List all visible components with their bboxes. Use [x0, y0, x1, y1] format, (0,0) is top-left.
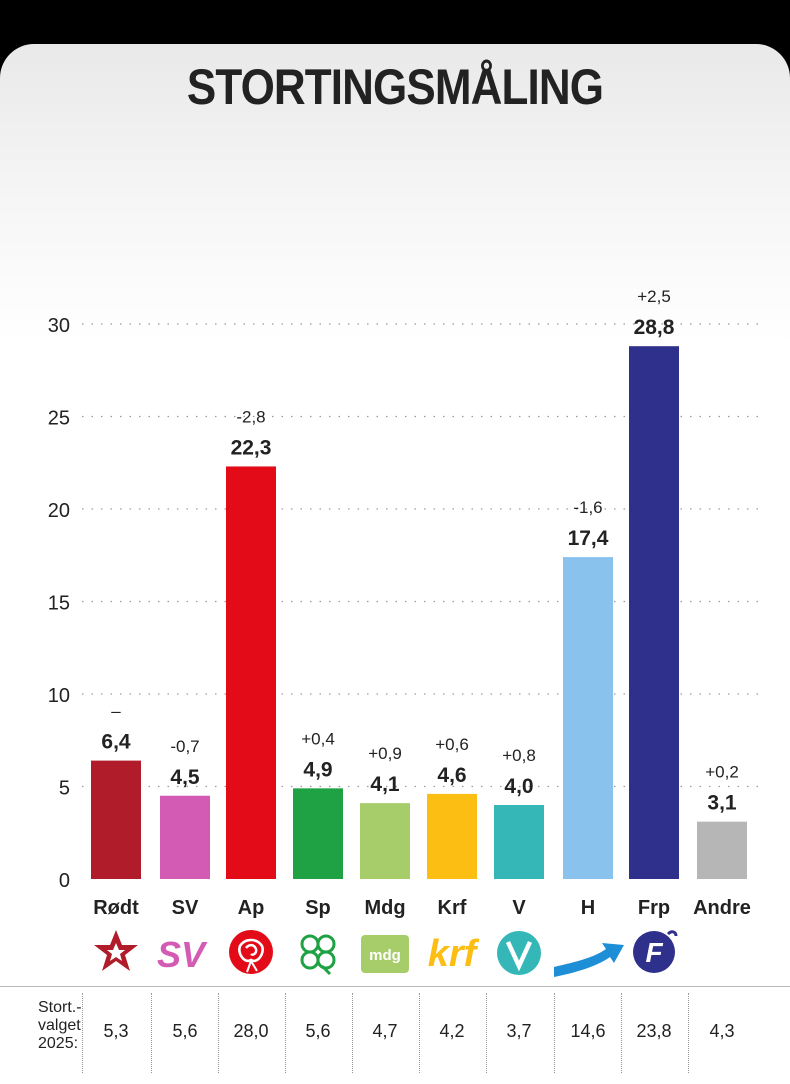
krf-logo-icon: krf	[428, 933, 480, 975]
clover-icon	[300, 934, 336, 976]
bars	[91, 346, 747, 879]
change-label: -1,6	[573, 498, 602, 517]
y-tick-label: 20	[48, 500, 70, 522]
value-label: 4,0	[504, 775, 533, 798]
change-label: -0,7	[170, 737, 199, 756]
h-arrow-icon	[554, 943, 624, 977]
column-separator	[82, 993, 83, 1073]
column-separator	[218, 993, 219, 1073]
bar-rødt	[91, 760, 141, 879]
election-value: 28,0	[233, 1021, 269, 1041]
election-value: 4,2	[439, 1021, 465, 1041]
election-value: 5,6	[305, 1021, 331, 1041]
election-value: 3,7	[506, 1021, 532, 1041]
y-tick-label: 25	[48, 408, 70, 430]
y-tick-label: 10	[48, 685, 70, 707]
bar-andre	[697, 821, 747, 879]
bar-chart: 0 5 10 15 20 25 30 6,4 – 4,5 -0,7 22,3 -2,8 4,9 +0,4 4…	[48, 287, 760, 977]
election-results-row: Stort.- valget 2025: 5,3 5,6 28,0 5,6 4,7 4,2…	[0, 986, 790, 1084]
election-value: 14,6	[570, 1021, 606, 1041]
mdg-logo-icon: mdg	[361, 935, 409, 973]
change-label: +0,2	[705, 763, 739, 782]
v-logo-icon	[497, 931, 541, 975]
party-label: V	[512, 897, 526, 919]
column-separator	[351, 993, 353, 1073]
value-label: 4,9	[303, 758, 332, 781]
sv-logo-icon: SV	[157, 934, 208, 975]
change-label: -2,8	[236, 407, 265, 426]
star-icon	[94, 930, 138, 971]
value-label: 4,6	[437, 764, 466, 787]
election-value: 4,7	[372, 1021, 398, 1041]
y-tick-label: 15	[48, 593, 70, 615]
bar-labels: 6,4 – 4,5 -0,7 22,3 -2,8 4,9 +0,4 4,1 +0,9 4,6 +0,6…	[101, 287, 738, 814]
party-label: Frp	[638, 897, 670, 919]
party-label: Ap	[238, 897, 265, 919]
column-separator	[150, 993, 152, 1073]
change-label: +0,8	[502, 746, 536, 765]
svg-text:mdg: mdg	[369, 947, 401, 964]
party-label: H	[581, 897, 595, 919]
bar-h	[563, 557, 613, 879]
election-value: 5,6	[172, 1021, 198, 1041]
bar-sv	[160, 795, 210, 879]
change-label: +0,9	[368, 744, 402, 763]
column-separator	[553, 993, 555, 1073]
party-label: SV	[172, 897, 199, 919]
value-label: 22,3	[231, 436, 272, 459]
value-label: 6,4	[101, 731, 131, 754]
bar-sp	[293, 788, 343, 879]
party-label: Krf	[438, 897, 467, 919]
svg-text:F: F	[645, 937, 663, 968]
y-tick-label: 0	[59, 870, 70, 892]
frp-logo-icon: F	[633, 930, 678, 973]
chart-card: STORTINGSMÅLING 0 5 10 15 20 25 30 6,4 – 4,5 -0,7…	[0, 44, 790, 1084]
column-separator	[284, 993, 286, 1073]
column-separator	[418, 993, 420, 1073]
party-labels: Rødt SV Ap Sp Mdg Krf V H Frp Andre	[93, 897, 751, 919]
value-label: 3,1	[707, 792, 737, 815]
election-value: 5,3	[103, 1021, 129, 1041]
change-label: –	[111, 702, 121, 721]
bar-krf	[427, 793, 477, 879]
bar-mdg	[360, 803, 410, 879]
y-axis-ticks: 0 5 10 15 20 25 30	[48, 315, 70, 892]
value-label: 4,5	[170, 766, 200, 789]
column-separator	[485, 993, 487, 1073]
change-label: +2,5	[637, 287, 671, 306]
party-label: Mdg	[364, 897, 405, 919]
party-label: Rødt	[93, 897, 139, 919]
svg-text:SV: SV	[157, 934, 208, 975]
chart-title: STORTINGSMÅLING	[186, 59, 604, 115]
svg-text:krf: krf	[428, 933, 480, 975]
column-separator	[621, 993, 622, 1073]
change-label: +0,4	[301, 729, 335, 748]
party-label: Andre	[693, 897, 751, 919]
bar-frp	[629, 346, 679, 879]
election-value: 23,8	[636, 1021, 672, 1041]
y-tick-label: 30	[48, 315, 70, 337]
value-label: 4,1	[370, 773, 400, 796]
y-tick-label: 5	[59, 778, 70, 800]
election-value: 4,3	[709, 1021, 735, 1041]
party-logos: SV mdg krf	[94, 930, 678, 977]
rose-icon	[229, 930, 273, 974]
value-label: 28,8	[634, 316, 675, 339]
election-row-label: Stort.- valget 2025:	[38, 999, 82, 1052]
value-label: 17,4	[568, 527, 609, 550]
change-label: +0,6	[435, 735, 469, 754]
bar-ap	[226, 466, 276, 879]
bar-v	[494, 805, 544, 879]
party-label: Sp	[305, 897, 331, 919]
column-separator	[688, 993, 689, 1073]
